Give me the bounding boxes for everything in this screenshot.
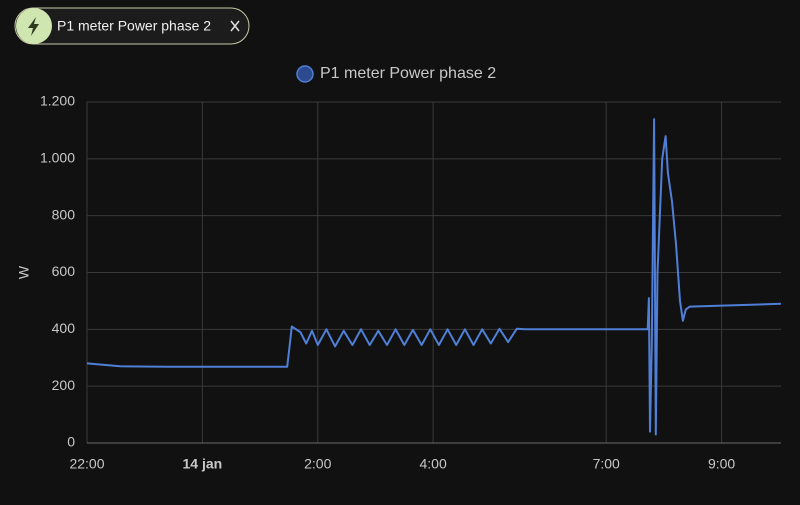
x-tick-label: 4:00 — [420, 456, 447, 472]
chip-close[interactable] — [230, 20, 240, 32]
y-tick-label: 1.000 — [40, 150, 75, 166]
y-tick-label: 600 — [52, 263, 76, 279]
legend-label: P1 meter Power phase 2 — [320, 65, 496, 82]
x-tick-label: 14 jan — [183, 456, 223, 472]
chip-outline — [14, 7, 250, 45]
y-tick-label: 1.200 — [40, 93, 75, 109]
entity-chip[interactable]: P1 meter Power phase 2 — [14, 7, 250, 45]
y-tick-label: 200 — [52, 377, 76, 393]
legend-item[interactable]: P1 meter Power phase 2 — [296, 65, 496, 83]
y-tick-label: 800 — [52, 206, 76, 222]
plot: 0 200 400 600 800 1.000 1.200 22:00 14 jan 2:00 4:… — [16, 65, 782, 472]
chip-label: P1 meter Power phase 2 — [57, 18, 211, 34]
y-axis-label: W — [16, 265, 32, 279]
x-tick-label: 2:00 — [304, 456, 331, 472]
x-tick-label: 9:00 — [708, 456, 735, 472]
y-tick-label: 400 — [52, 320, 76, 336]
x-tick-label: 7:00 — [593, 456, 620, 472]
x-tick-label: 22:00 — [69, 456, 104, 472]
series-line — [86, 118, 782, 436]
lightning-icon — [28, 17, 39, 36]
y-tick-label: 0 — [67, 434, 75, 450]
legend-swatch — [296, 65, 314, 83]
